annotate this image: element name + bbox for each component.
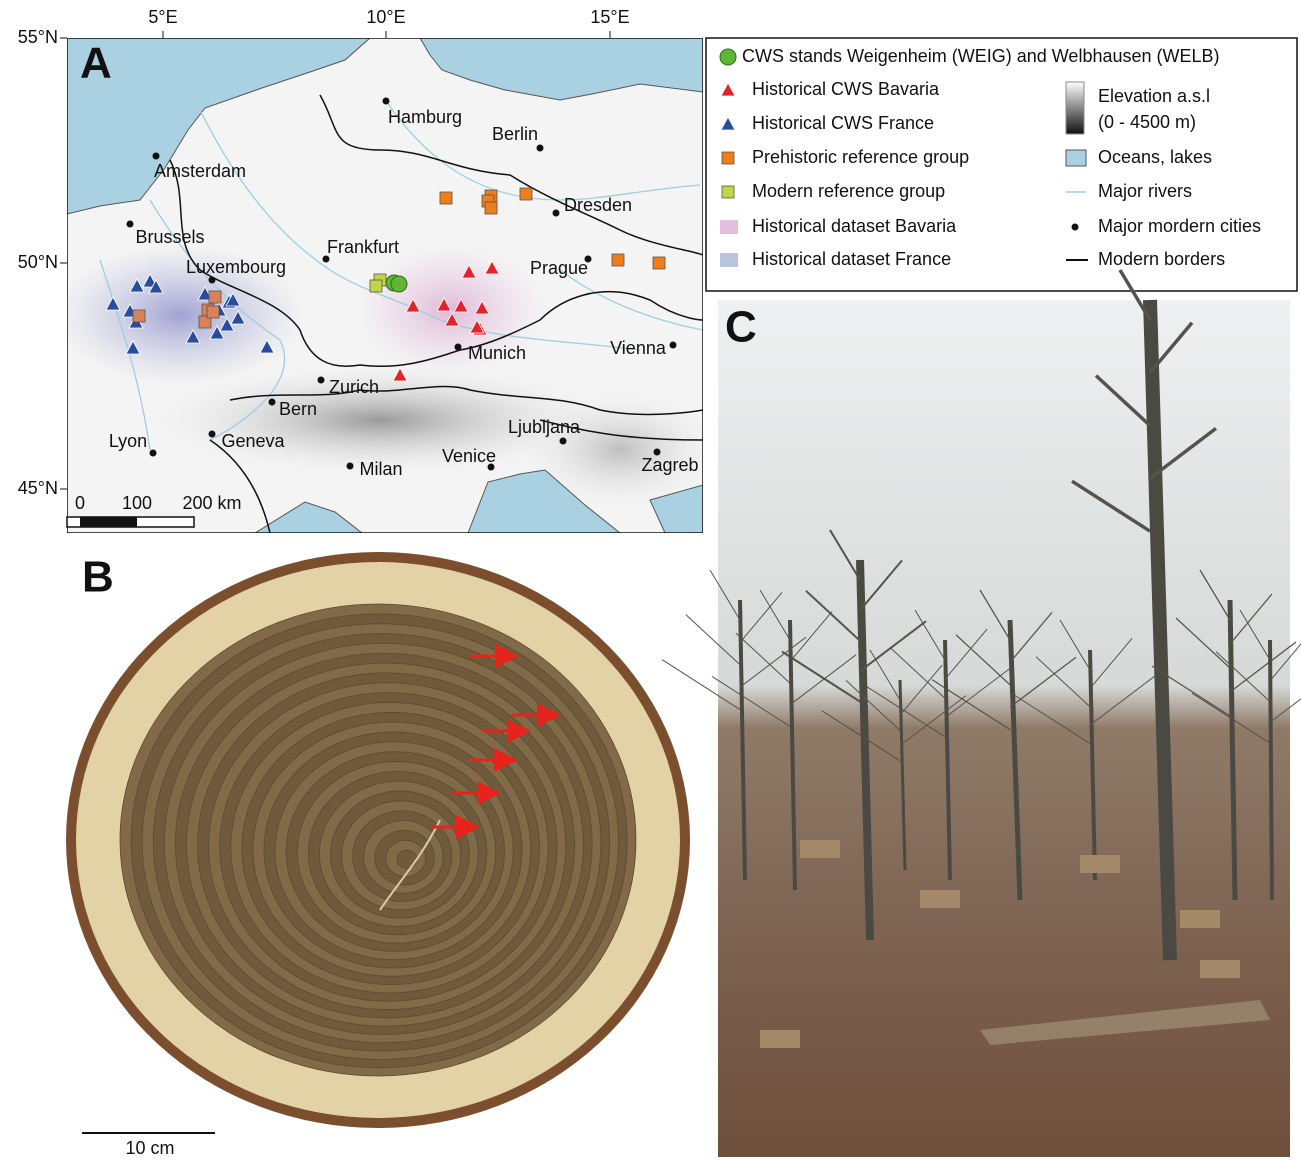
legend-symbol bbox=[1066, 82, 1084, 134]
wood-pile bbox=[1200, 960, 1240, 978]
city-label: Amsterdam bbox=[154, 161, 246, 181]
square-marker bbox=[485, 202, 497, 214]
panel-label: B bbox=[82, 553, 114, 602]
panel-label: A bbox=[80, 39, 112, 88]
lat-tick-label: 45°N bbox=[18, 478, 58, 498]
city-dot bbox=[553, 210, 560, 217]
legend-symbol bbox=[1066, 150, 1086, 166]
city-dot bbox=[269, 399, 276, 406]
city-dot bbox=[318, 377, 325, 384]
legend-label: Major rivers bbox=[1098, 181, 1192, 201]
city-label: Ljubljana bbox=[508, 417, 581, 437]
scale-bar-label: 200 km bbox=[182, 493, 241, 513]
legend-label: Elevation a.s.l bbox=[1098, 86, 1210, 106]
city-label: Hamburg bbox=[388, 107, 462, 127]
city-label: Lyon bbox=[109, 431, 147, 451]
city-label: Geneva bbox=[221, 431, 285, 451]
square-marker bbox=[133, 310, 145, 322]
legend-label: Major mordern cities bbox=[1098, 216, 1261, 236]
square-marker bbox=[722, 152, 734, 164]
legend-label: Historical CWS Bavaria bbox=[752, 79, 940, 99]
city-label: Munich bbox=[468, 343, 526, 363]
city-label: Luxembourg bbox=[186, 257, 286, 277]
square-marker bbox=[440, 192, 452, 204]
legend-label: Historical CWS France bbox=[752, 113, 934, 133]
wood-pile bbox=[760, 1030, 800, 1048]
figure: Hamburg Berlin Amsterdam Dresden Brussels Fra… bbox=[0, 0, 1301, 1159]
city-label: Bern bbox=[279, 399, 317, 419]
legend-symbol bbox=[720, 49, 736, 65]
legend-label: CWS stands Weigenheim (WEIG) and Welbhau… bbox=[742, 46, 1220, 66]
wood-pile bbox=[1080, 855, 1120, 873]
city-dot bbox=[537, 145, 544, 152]
square-marker bbox=[209, 291, 221, 303]
city-dot bbox=[383, 98, 390, 105]
city-label: Berlin bbox=[492, 124, 538, 144]
city-label: Frankfurt bbox=[327, 237, 399, 257]
square-marker bbox=[370, 280, 382, 292]
square-marker bbox=[653, 257, 665, 269]
square-marker bbox=[207, 306, 219, 318]
city-label: Zagreb bbox=[641, 455, 698, 475]
scale-bar-label: 0 bbox=[75, 493, 85, 513]
city-label: Milan bbox=[359, 459, 402, 479]
city-dot bbox=[153, 153, 160, 160]
city-dot bbox=[150, 450, 157, 457]
legend-label: Oceans, lakes bbox=[1098, 147, 1212, 167]
city-label: Venice bbox=[442, 446, 496, 466]
legend-label: Modern reference group bbox=[752, 181, 945, 201]
wood-pile bbox=[800, 840, 840, 858]
city-label: Dresden bbox=[564, 195, 632, 215]
city-label: Brussels bbox=[135, 227, 204, 247]
lat-tick-label: 55°N bbox=[18, 27, 58, 47]
panel-label: C bbox=[725, 303, 757, 352]
city-dot bbox=[347, 463, 354, 470]
square-marker bbox=[722, 186, 734, 198]
legend-label: (0 - 4500 m) bbox=[1098, 112, 1196, 132]
lon-tick-label: 5°E bbox=[148, 7, 177, 27]
legend-label: Historical dataset France bbox=[752, 249, 951, 269]
legend-label: Prehistoric reference group bbox=[752, 147, 969, 167]
tree-section-photo bbox=[66, 552, 690, 1128]
square-marker bbox=[612, 254, 624, 266]
city-dot bbox=[127, 221, 134, 228]
city-label: Vienna bbox=[610, 338, 667, 358]
square-marker bbox=[520, 188, 532, 200]
scale-bar-label: 10 cm bbox=[125, 1138, 174, 1158]
city-dot bbox=[560, 438, 567, 445]
city-label: Zurich bbox=[329, 377, 379, 397]
legend-symbol bbox=[1072, 224, 1079, 231]
city-dot bbox=[670, 342, 677, 349]
legend-label: Historical dataset Bavaria bbox=[752, 216, 957, 236]
city-dot bbox=[209, 431, 216, 438]
legend-label: Modern borders bbox=[1098, 249, 1225, 269]
lon-tick-label: 15°E bbox=[590, 7, 629, 27]
forest-photo bbox=[662, 270, 1301, 1157]
scale-bar-label: 100 bbox=[122, 493, 152, 513]
scale-bar-fill bbox=[80, 517, 137, 527]
city-dot bbox=[209, 277, 216, 284]
legend-symbol bbox=[720, 253, 738, 267]
lon-tick-label: 10°E bbox=[366, 7, 405, 27]
wood-pile bbox=[920, 890, 960, 908]
legend-symbol bbox=[720, 220, 738, 234]
wood-pile bbox=[1180, 910, 1220, 928]
circle-marker bbox=[391, 276, 407, 292]
ring bbox=[397, 850, 417, 868]
lat-tick-label: 50°N bbox=[18, 252, 58, 272]
city-dot bbox=[455, 344, 462, 351]
city-label: Prague bbox=[530, 258, 588, 278]
